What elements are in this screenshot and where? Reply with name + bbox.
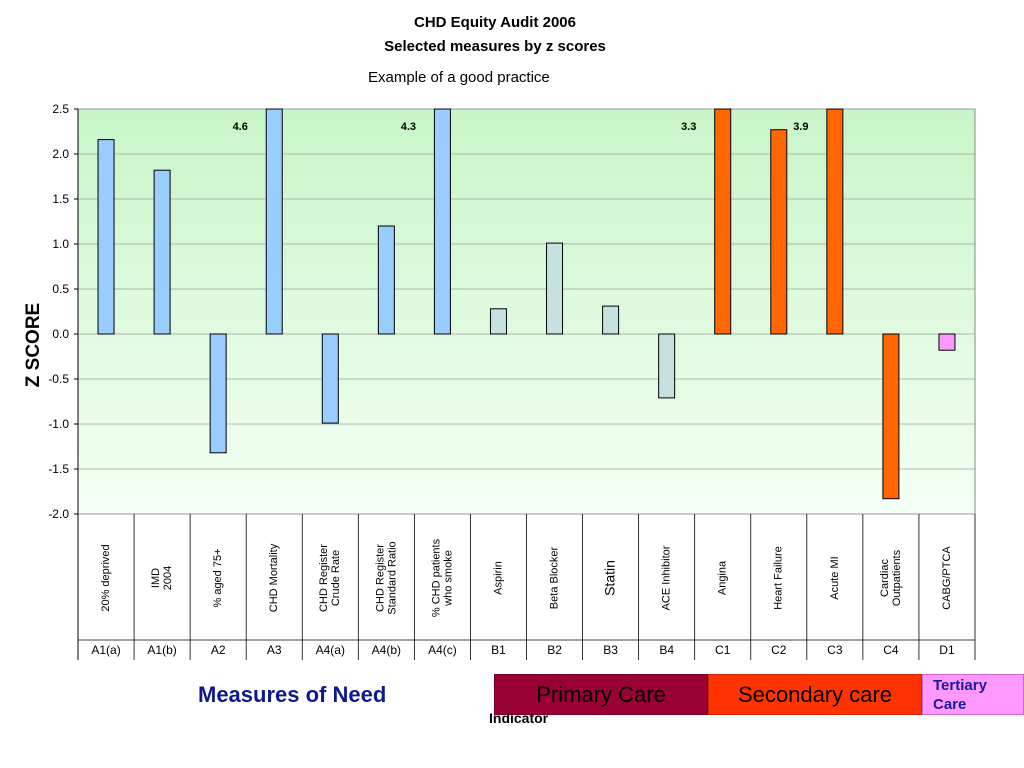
category-name: Aspirin: [492, 561, 504, 595]
category-code: C2: [771, 643, 787, 657]
category-name: 2004: [162, 566, 174, 590]
y-tick-label: 1.5: [52, 192, 69, 206]
bar-a2: [209, 333, 227, 454]
bar-d1: [938, 333, 956, 351]
x-axis-label: Indicator: [489, 710, 549, 726]
category-code: D1: [939, 643, 955, 657]
category-code: A2: [211, 643, 226, 657]
bar-a1a: [97, 139, 115, 335]
plot-area: [77, 108, 976, 515]
y-tick-label: 1.0: [52, 237, 69, 251]
y-tick-label: 2.0: [52, 147, 69, 161]
section-tertiary-care-label: Tertiary Care: [933, 676, 987, 713]
category-name: ACE Inhibitor: [661, 545, 673, 610]
category-name: Outpatients: [891, 549, 903, 606]
bar-b4: [658, 333, 676, 399]
bar-b2: [546, 242, 564, 335]
bar-a3: [265, 108, 283, 335]
category-name: Heart Failure: [773, 546, 785, 610]
category-name: Statin: [601, 560, 617, 596]
category-name: 20% deprived: [100, 544, 112, 611]
bar-c2: [770, 129, 788, 335]
bar-a4b: [377, 225, 395, 335]
category-name: Standard Ratio: [386, 541, 398, 614]
category-code: B2: [547, 643, 562, 657]
y-tick-label: -0.5: [48, 372, 69, 386]
y-tick-label: 0.0: [52, 327, 69, 341]
category-code: B1: [491, 643, 506, 657]
category-code: C3: [827, 643, 843, 657]
y-tick-label: 2.5: [52, 102, 69, 116]
y-tick-label: -1.0: [48, 417, 69, 431]
chart-subtitle: Selected measures by z scores: [384, 38, 606, 55]
bar-b3: [602, 305, 620, 335]
data-label: 3.9: [793, 121, 808, 133]
section-primary-care-label: Primary Care: [536, 681, 666, 707]
y-tick-label: -2.0: [48, 507, 69, 521]
category-name: Acute MI: [829, 556, 841, 599]
category-name: CHD Mortality: [268, 543, 280, 612]
data-label: 4.6: [233, 121, 248, 133]
category-name: Crude Rate: [330, 550, 342, 606]
bar-a4c: [433, 108, 451, 335]
chart-title: CHD Equity Audit 2006: [414, 14, 576, 31]
bar-b1: [489, 308, 507, 335]
category-name: CABG/PTCA: [941, 546, 953, 610]
bar-a4a: [321, 333, 339, 424]
y-tick-label: -1.5: [48, 462, 69, 476]
y-tick-label: 0.5: [52, 282, 69, 296]
category-name: who smoke: [442, 550, 454, 607]
category-code: A4(b): [372, 643, 401, 657]
category-code: A4(c): [428, 643, 457, 657]
category-code: B3: [603, 643, 618, 657]
chart-note: Example of a good practice: [368, 69, 550, 86]
data-label: 4.3: [401, 121, 416, 133]
category-code: B4: [659, 643, 674, 657]
section-tertiary-care: Tertiary Care: [922, 674, 1024, 715]
category-code: C4: [883, 643, 899, 657]
section-primary-care: Primary Care: [494, 674, 708, 715]
category-name: Beta Blocker: [548, 546, 560, 609]
bar-chart: 2.5 2.0 1.5 1.0 0.5 0.0 -0.5 -1.0 -1.5 -2.0 4.6 4.…: [48, 102, 976, 660]
category-name: IMD: [150, 568, 162, 588]
section-measures-of-need: Measures of Need: [198, 682, 387, 707]
bar-c1: [714, 108, 732, 335]
y-axis-label: Z SCORE: [23, 302, 44, 388]
category-code: C1: [715, 643, 731, 657]
category-name: % aged 75+: [212, 548, 224, 607]
category-name: % CHD patients: [430, 538, 442, 617]
data-label: 3.3: [681, 121, 696, 133]
bar-c3: [826, 108, 844, 335]
category-code: A1(b): [147, 643, 176, 657]
section-secondary-care-label: Secondary care: [737, 681, 893, 707]
category-name: CHD Register: [374, 544, 386, 612]
category-code: A3: [267, 643, 282, 657]
category-name: CHD Register: [318, 544, 330, 612]
category-code: A4(a): [316, 643, 345, 657]
bar-a1b: [153, 169, 171, 335]
category-name: Cardiac: [879, 559, 891, 597]
section-secondary-care: Secondary care: [708, 674, 922, 715]
bar-c4: [882, 333, 900, 500]
category-code: A1(a): [91, 643, 120, 657]
category-name: Angina: [717, 560, 729, 595]
